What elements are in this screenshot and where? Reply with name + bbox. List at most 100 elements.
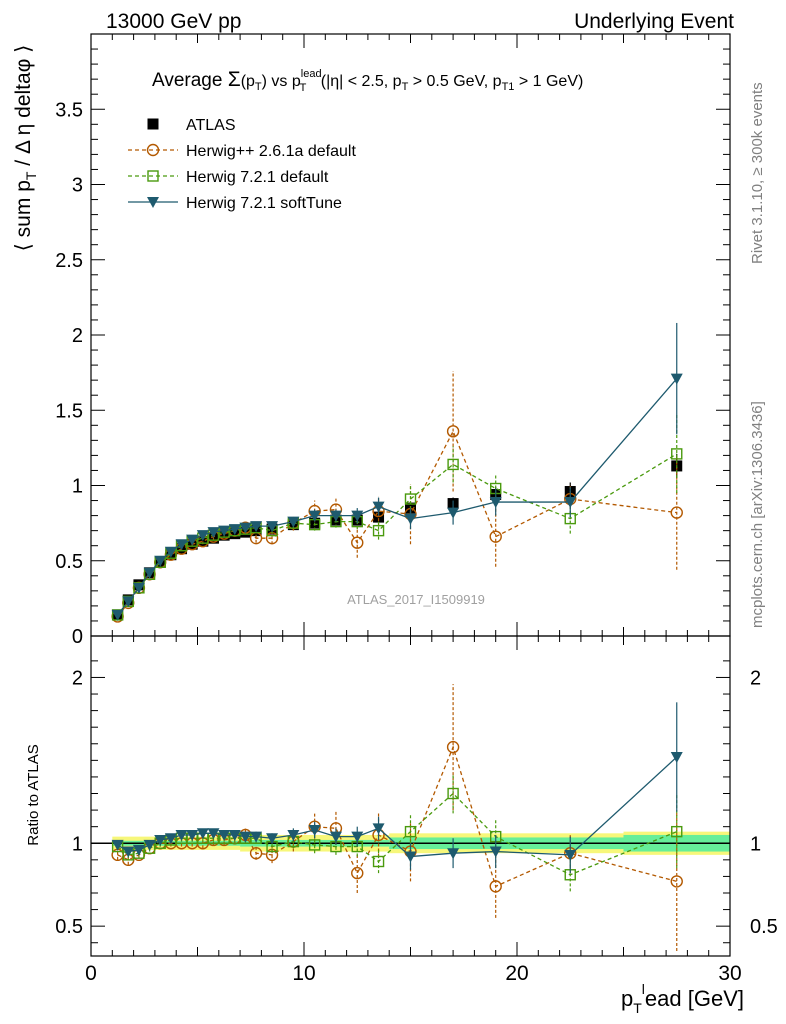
- ratio-point-herwig-2-6-1a-default: [351, 866, 364, 880]
- ratio-y-tick-label-right: 2: [750, 667, 761, 689]
- data-point-herwig-7-2-1-softtune: [564, 497, 577, 509]
- ratio-point-herwig-7-2-1-softtune: [447, 848, 460, 860]
- ratio-point-herwig-7-2-1-softtune: [218, 829, 231, 841]
- ratio-point-herwig-7-2-1-softtune: [250, 831, 263, 843]
- header-left: 13000 GeV pp: [106, 10, 241, 33]
- ratio-point-herwig-7-2-1-softtune: [154, 834, 167, 846]
- ratio-point-herwig-7-2-1-softtune: [239, 831, 252, 843]
- data-point-herwig-7-2-1-softtune: [351, 510, 364, 522]
- main-y-tick-label: 3.5: [55, 99, 83, 121]
- ratio-point-herwig-7-2-1-default: [447, 787, 459, 800]
- ratio-point-herwig-7-2-1-softtune: [670, 752, 683, 764]
- data-point-herwig-7-2-1-default: [404, 493, 417, 505]
- ratio-y-tick-label-left: 1: [72, 833, 83, 855]
- data-point-herwig-7-2-1-softtune: [447, 507, 460, 519]
- ratio-point-herwig-2-6-1a-default: [446, 740, 460, 754]
- x-tick-label: 10: [292, 962, 315, 985]
- ratio-point-herwig-7-2-1-softtune: [351, 831, 364, 843]
- ratio-point-herwig-7-2-1-softtune: [372, 823, 385, 835]
- ratio-point-herwig-7-2-1-softtune: [228, 829, 241, 841]
- ratio-y-tick-label-right: 1: [750, 833, 761, 855]
- data-point-herwig-7-2-1-softtune: [132, 582, 145, 594]
- x-tick-label: 0: [85, 962, 97, 985]
- legend-marker-atlas: [147, 118, 159, 130]
- ratio-y-tick-label-right: 0.5: [750, 916, 778, 938]
- ratio-point-herwig-7-2-1-default: [372, 855, 385, 868]
- data-point-herwig-7-2-1-softtune: [164, 546, 177, 558]
- ratio-point-herwig-7-2-1-softtune: [132, 844, 145, 856]
- legend-marker-herwig-7-2-1-default: [147, 170, 159, 182]
- axes: 0 10 20 30 0 0.5 1 1.5 2 2.5 3 3.5 0.5 0.5 1 1 2 2: [55, 33, 778, 985]
- legend-marker-herwig-7-2-1-softtune: [147, 197, 159, 208]
- x-axis-label: pTlead [GeV]: [621, 981, 744, 1016]
- ratio-point-herwig-7-2-1-softtune: [489, 846, 502, 858]
- legend-label-atlas: ATLAS: [186, 117, 236, 134]
- ratio-point-herwig-2-6-1a-default: [249, 847, 263, 860]
- ratio-point-herwig-7-2-1-default: [671, 825, 683, 838]
- main-y-tick-label: 2: [72, 325, 83, 347]
- legend-label-herwig-2-6-1a-default: Herwig++ 2.6.1a default: [186, 143, 356, 160]
- ratio-point-herwig-7-2-1-softtune: [164, 833, 177, 845]
- main-y-tick-label: 1.5: [55, 400, 83, 422]
- ratio-point-herwig-7-2-1-softtune: [308, 824, 321, 836]
- ratio-point-herwig-7-2-1-softtune: [111, 839, 124, 851]
- data-point-herwig-7-2-1-softtune: [266, 521, 279, 533]
- data-point-herwig-7-2-1-softtune: [186, 534, 199, 546]
- ratio-point-herwig-2-6-1a-default: [489, 880, 502, 893]
- ratio-plot-data: [111, 684, 683, 952]
- ratio-point-herwig-7-2-1-default: [308, 839, 321, 851]
- header-right: Underlying Event: [574, 10, 734, 33]
- ratio-point-herwig-7-2-1-softtune: [186, 829, 199, 841]
- data-point-herwig-7-2-1-softtune: [489, 497, 502, 509]
- ratio-point-herwig-7-2-1-default: [404, 825, 417, 838]
- data-point-herwig-7-2-1-default: [447, 458, 459, 471]
- ratio-point-herwig-7-2-1-softtune: [564, 849, 577, 861]
- ratio-point-herwig-7-2-1-softtune: [329, 831, 342, 843]
- data-point-herwig-7-2-1-softtune: [143, 567, 156, 579]
- analysis-watermark: ATLAS_2017_I1509919: [347, 592, 485, 607]
- ratio-point-herwig-7-2-1-softtune: [196, 828, 209, 840]
- series-line-herwig-2-6-1a-default: [117, 429, 677, 617]
- data-point-herwig-7-2-1-softtune: [228, 524, 241, 536]
- main-y-tick-label: 0.5: [55, 551, 83, 573]
- main-y-tick-label: 2.5: [55, 250, 83, 272]
- mcplots-label: mcplots.cern.ch [arXiv:1306.3436]: [749, 401, 766, 628]
- ratio-y-tick-label-left: 0.5: [55, 916, 83, 938]
- data-point-herwig-2-6-1a-default: [489, 530, 502, 543]
- data-point-herwig-7-2-1-softtune: [111, 609, 124, 621]
- data-point-herwig-7-2-1-softtune: [196, 530, 209, 542]
- data-point-herwig-7-2-1-default: [671, 448, 683, 460]
- ratio-point-herwig-7-2-1-softtune: [175, 829, 188, 841]
- ratio-point-herwig-7-2-1-softtune: [266, 833, 279, 845]
- data-point-herwig-2-6-1a-default: [670, 506, 683, 519]
- main-y-axis-label: ⟨ sum pT / Δ η deltaφ ⟩: [12, 45, 39, 252]
- data-point-herwig-7-2-1-softtune: [329, 510, 342, 522]
- data-point-herwig-7-2-1-softtune: [250, 521, 263, 533]
- ratio-point-herwig-7-2-1-softtune: [287, 829, 300, 841]
- main-y-tick-label: 3: [72, 175, 83, 197]
- main-plot-data: [111, 322, 683, 623]
- data-point-herwig-2-6-1a-default: [351, 536, 364, 549]
- data-point-herwig-7-2-1-softtune: [239, 522, 252, 534]
- ratio-y-axis-label: Ratio to ATLAS: [25, 744, 42, 845]
- legend-marker-herwig-2-6-1a-default: [146, 143, 160, 157]
- plot-title: Average Σ(pT) vs plead T (|η| < 2.5, pT >…: [152, 68, 583, 94]
- ratio-line-herwig-2-6-1a-default: [117, 745, 677, 888]
- x-tick-label: 20: [505, 962, 528, 985]
- series-line-herwig-7-2-1-softtune: [117, 378, 678, 616]
- legend-label-herwig-7-2-1-softtune: Herwig 7.2.1 softTune: [186, 195, 342, 212]
- data-point-herwig-7-2-1-softtune: [207, 527, 220, 539]
- data-point-herwig-7-2-1-softtune: [154, 555, 167, 567]
- data-point-herwig-7-2-1-softtune: [404, 513, 417, 525]
- ratio-point-herwig-2-6-1a-default: [670, 875, 683, 888]
- data-point-herwig-7-2-1-softtune: [287, 516, 300, 528]
- data-point-herwig-7-2-1-softtune: [122, 596, 135, 608]
- data-point-herwig-7-2-1-softtune: [308, 510, 321, 522]
- data-point-atlas: [197, 535, 209, 547]
- data-point-herwig-7-2-1-softtune: [372, 501, 385, 513]
- ratio-point-herwig-7-2-1-softtune: [143, 839, 156, 851]
- x-tick-label: 30: [718, 962, 741, 985]
- main-y-tick-label: 0: [72, 626, 83, 648]
- data-point-herwig-7-2-1-default: [372, 524, 385, 537]
